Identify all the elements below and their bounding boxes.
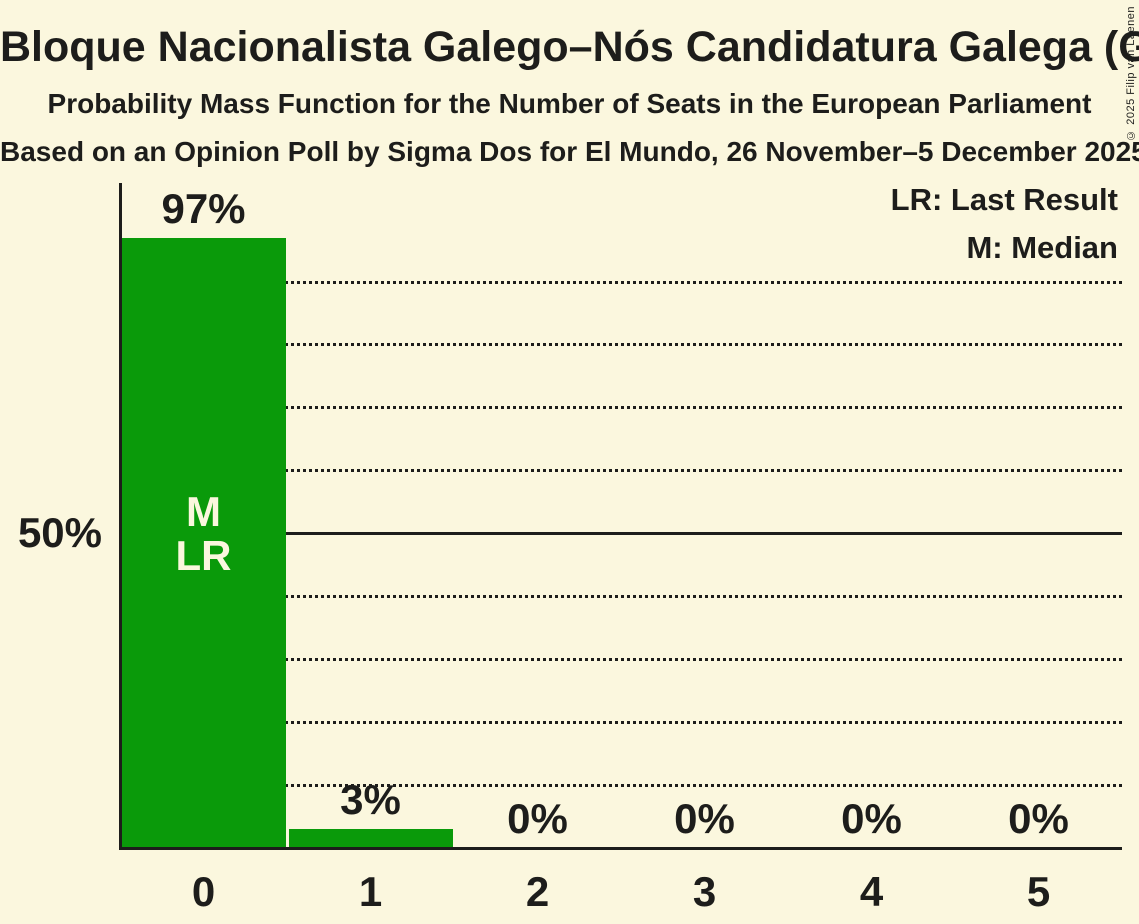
bar-value-label-4: 0% [841,795,902,842]
bar-value-label-5: 0% [1008,795,1069,842]
bar-value-label-1: 3% [340,776,401,824]
median-last-result-markers: M LR [122,487,286,579]
chart-subtitle: Probability Mass Function for the Number… [47,88,1092,119]
gridline-10pct [122,783,1122,787]
gridline-60pct [122,469,1122,473]
chart-title: Bloque Nacionalista Galego–Nós Candidatu… [0,23,1139,71]
x-tick-label-2: 2 [525,868,550,915]
gridline-70pct [122,406,1122,410]
bar-value-label-3: 0% [674,795,735,842]
y-axis-label-50: 50% [17,509,102,556]
gridline-20pct [122,720,1122,724]
gridline-90pct [122,280,1122,284]
x-tick-label-4: 4 [859,868,884,915]
bar-seats-1 [288,829,453,848]
x-tick-label-5: 5 [1026,868,1051,915]
x-tick-label-3: 3 [692,868,717,915]
bar-value-label-0: 97% [161,184,246,232]
chart-legend: LR: Last Result M: Median [891,183,1118,279]
x-axis-line [119,847,1122,850]
x-tick-label-1: 1 [358,868,383,915]
chart-source-line: Based on an Opinion Poll by Sigma Dos fo… [0,136,1139,167]
gridline-30pct [122,657,1122,661]
gridline-40pct [122,594,1122,598]
legend-last-result: LR: Last Result [890,182,1118,217]
bar-seats-0: M LR [121,237,286,848]
last-result-marker: LR [175,531,232,579]
x-tick-label-0: 0 [191,868,216,915]
bar-value-label-2: 0% [507,795,568,842]
gridline-80pct [122,343,1122,347]
legend-median: M: Median [966,230,1118,265]
median-marker: M [186,487,221,535]
gridline-50pct-solid [122,532,1122,536]
copyright-notice: © 2025 Filip van Laenen [1125,6,1137,141]
y-axis-line [119,183,122,850]
